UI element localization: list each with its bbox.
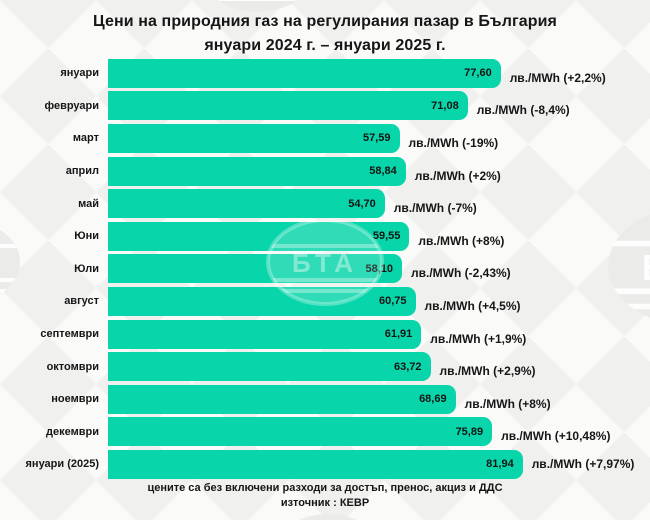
bar-row: март 57,59 лв./MWh (-19%) [0,122,650,155]
value-label: 59,55 [372,230,401,243]
value-label: 57,59 [362,132,391,145]
category-label: август [64,295,99,308]
unit-change-label: лв./MWh (+8%) [418,233,505,248]
bar: 54,70 [108,189,385,219]
category-label: януари (2025) [25,458,100,471]
unit-change-label: лв./MWh (+4,5%) [424,298,521,313]
category-label: октомври [46,360,99,373]
value-label: 54,70 [348,197,376,210]
category-label: февруари [44,99,99,112]
bar-row: януари 77,60 лв./MWh (+2,2%) [0,57,650,90]
value-label: 58,84 [369,165,397,178]
category-label: септември [40,328,99,341]
bar-track: 71,08 лв./MWh (-8,4%) [108,91,650,121]
bar-track: 68,69 лв./MWh (+8%) [108,384,650,414]
unit-change-label: лв./MWh (+7,97%) [531,456,635,471]
category-label: април [65,165,99,178]
value-label: 75,89 [455,425,484,438]
chart-footer: цените са без включени разходи за достъп… [0,481,650,511]
unit-change-label: лв./MWh (+10,48%) [501,429,611,444]
bar: 71,08 [108,91,468,121]
category-label: март [72,132,99,145]
value-label: 61,91 [384,328,413,341]
unit-change-label: лв./MWh (-8,4%) [476,103,570,118]
footnote: цените са без включени разходи за достъп… [147,482,503,494]
value-label: 63,72 [393,360,422,373]
bar-row: май 54,70 лв./MWh (-7%) [0,187,650,220]
category-label: Юли [74,262,99,275]
chart-title: Цени на природния газ на регулирания паз… [93,13,557,30]
bar: 58,10 [108,254,402,284]
bar-row: Юли 58,10 лв./MWh (-2,43%) [0,253,650,286]
category-label: май [78,197,99,210]
bar: 58,84 [108,156,406,186]
bar-row: Юни 59,55 лв./MWh (+8%) [0,220,650,253]
unit-change-label: лв./MWh (+2,2%) [509,70,606,85]
value-label: 60,75 [378,295,407,308]
bar-track: 57,59 лв./MWh (-19%) [108,123,650,153]
bar-track: 63,72 лв./MWh (+2,9%) [108,352,650,382]
bar: 61,91 [108,319,422,349]
unit-change-label: лв./MWh (-19%) [408,135,499,150]
unit-change-label: лв./MWh (+8%) [464,396,551,411]
bar: 77,60 [108,58,501,88]
category-label: декември [46,425,99,438]
chart-subtitle: януари 2024 г. – януари 2025 г. [204,37,446,54]
bar-row: април 58,84 лв./MWh (+2%) [0,155,650,188]
category-label: Юни [74,230,99,243]
unit-change-label: лв./MWh (+2%) [414,168,501,183]
bar: 59,55 [108,221,410,251]
bar-row: септември 61,91 лв./MWh (+1,9%) [0,318,650,351]
value-label: 81,94 [486,458,514,471]
bar: 68,69 [108,384,456,414]
value-label: 58,10 [365,262,393,275]
value-label: 77,60 [464,67,492,80]
bar-track: 81,94 лв./MWh (+7,97%) [108,449,650,479]
bar-track: 58,84 лв./MWh (+2%) [108,156,650,186]
bar: 60,75 [108,286,416,316]
unit-change-label: лв./MWh (+2,9%) [439,364,536,379]
bar-chart: януари 77,60 лв./MWh (+2,2%) февруари 71,08 л… [0,57,650,481]
value-label: 71,08 [431,99,459,112]
source-note: източник : КЕВР [280,497,370,509]
bta-watermark-bottom [271,514,385,520]
unit-change-label: лв./MWh (-2,43%) [411,266,511,281]
bar-track: 75,89 лв./MWh (+10,48%) [108,417,650,447]
bar-track: 58,10 лв./MWh (-2,43%) [108,254,650,284]
category-label: януари [60,67,99,80]
value-label: 68,69 [419,393,447,406]
bar: 75,89 [108,417,493,447]
category-label: ноември [51,393,99,406]
bar-row: ноември 68,69 лв./MWh (+8%) [0,383,650,416]
bar-track: 61,91 лв./MWh (+1,9%) [108,319,650,349]
bar-track: 54,70 лв./MWh (-7%) [108,189,650,219]
bar-track: 77,60 лв./MWh (+2,2%) [108,58,650,88]
bar: 57,59 [108,123,400,153]
bar: 63,72 [108,352,431,382]
bar-row: декември 75,89 лв./MWh (+10,48%) [0,416,650,449]
bar-track: 60,75 лв./MWh (+4,5%) [108,286,650,316]
bar-row: февруари 71,08 лв./MWh (-8,4%) [0,90,650,123]
chart-header: Цени на природния газ на регулирания паз… [0,10,650,58]
bar: 81,94 [108,449,523,479]
bar-row: август 60,75 лв./MWh (+4,5%) [0,285,650,318]
bar-track: 59,55 лв./MWh (+8%) [108,221,650,251]
bar-row: октомври 63,72 лв./MWh (+2,9%) [0,350,650,383]
unit-change-label: лв./MWh (-7%) [393,201,477,216]
bar-row: януари (2025) 81,94 лв./MWh (+7,97%) [0,448,650,481]
unit-change-label: лв./MWh (+1,9%) [430,331,527,346]
